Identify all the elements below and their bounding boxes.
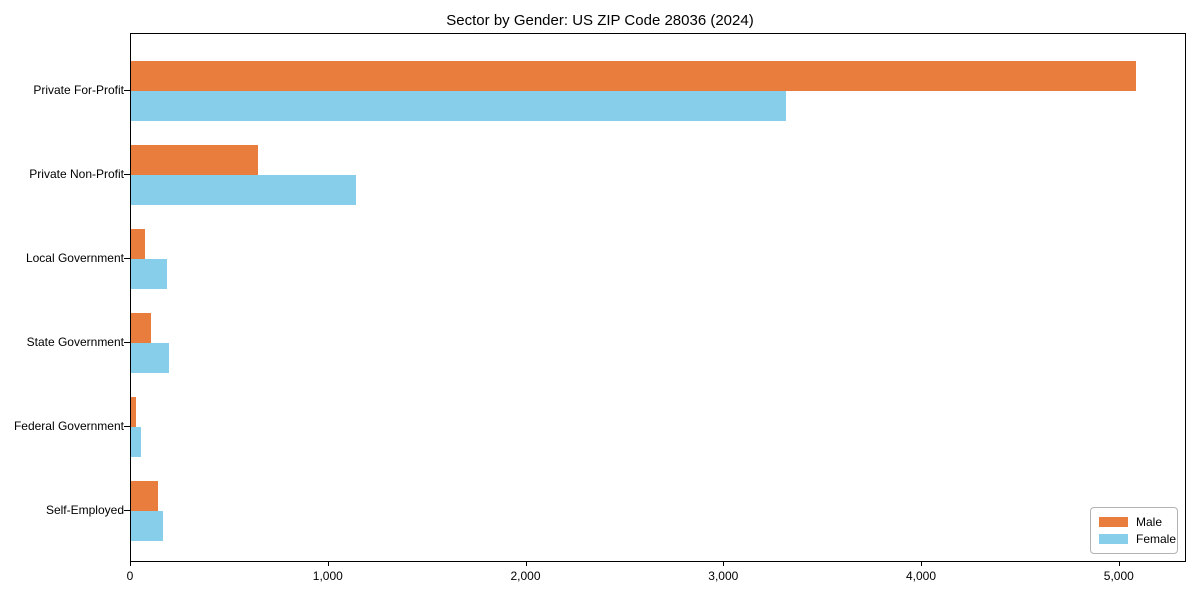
y-axis-label: Federal Government xyxy=(13,418,124,433)
y-axis-label: Local Government xyxy=(25,250,124,265)
bar-male-local-government xyxy=(131,228,145,259)
bar-male-federal-government xyxy=(131,396,136,427)
x-tick-label: 3,000 xyxy=(708,569,739,583)
legend-swatch-female xyxy=(1099,533,1128,544)
bar-male-private-for-profit xyxy=(131,60,1136,91)
x-tick-label: 2,000 xyxy=(510,569,541,583)
legend-item-female: Female xyxy=(1099,530,1176,547)
legend: Male Female xyxy=(1090,507,1178,554)
y-tick-mark xyxy=(124,173,130,175)
bar-male-private-non-profit xyxy=(131,144,258,175)
x-tick-mark xyxy=(723,562,725,566)
y-tick-mark xyxy=(124,341,130,343)
y-tick-mark xyxy=(124,89,130,91)
x-tick-mark xyxy=(130,562,131,566)
bar-female-private-for-profit xyxy=(131,90,786,121)
bar-female-federal-government xyxy=(131,426,141,457)
legend-label: Male xyxy=(1136,514,1163,529)
legend-swatch-male xyxy=(1099,516,1128,527)
plot-area xyxy=(130,33,1186,562)
bar-male-self-employed xyxy=(131,480,158,511)
x-tick-label: 4,000 xyxy=(905,569,937,583)
y-tick-mark xyxy=(124,509,130,511)
bar-female-local-government xyxy=(131,258,167,289)
y-axis-label: Self-Employed xyxy=(45,502,124,517)
x-tick-mark xyxy=(525,562,527,566)
bar-female-state-government xyxy=(131,342,169,373)
y-axis-label: State Government xyxy=(26,334,124,349)
x-tick-mark xyxy=(327,562,329,566)
y-axis-label: Private Non-Profit xyxy=(29,166,124,181)
chart-title: Sector by Gender: US ZIP Code 28036 (202… xyxy=(446,12,754,29)
x-tick-mark xyxy=(1118,562,1120,566)
x-tick-mark xyxy=(921,562,922,566)
x-tick-label: 5,000 xyxy=(1103,569,1134,583)
bar-female-private-non-profit xyxy=(131,174,357,205)
legend-item-male: Male xyxy=(1099,513,1169,530)
legend-label: Female xyxy=(1136,531,1177,546)
x-tick-label: 1,000 xyxy=(312,569,343,583)
x-tick-label: 0 xyxy=(126,569,134,583)
y-tick-mark xyxy=(124,257,130,259)
bar-female-self-employed xyxy=(131,510,163,541)
y-axis-label: Private For-Profit xyxy=(33,82,124,97)
y-tick-mark xyxy=(124,425,130,427)
bar-male-state-government xyxy=(131,312,151,343)
